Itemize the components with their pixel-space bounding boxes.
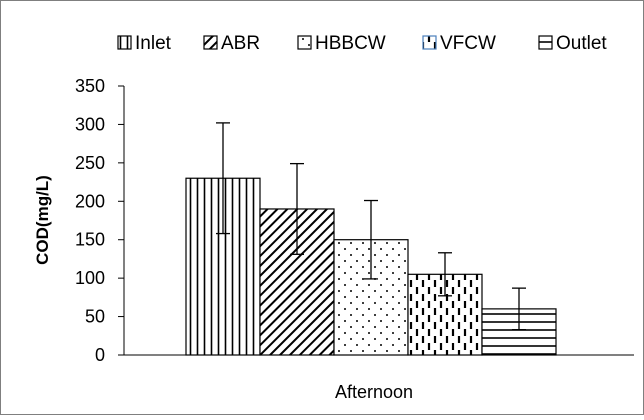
error-bar-outlet bbox=[512, 287, 526, 331]
y-tick-label: 250 bbox=[75, 153, 105, 173]
legend-label: Inlet bbox=[135, 33, 172, 54]
legend-item-outlet: Outlet bbox=[538, 33, 607, 54]
error-bar-hbbcw bbox=[364, 199, 378, 280]
legend-swatch-inlet bbox=[117, 35, 132, 50]
error-bar-vfcw bbox=[438, 252, 452, 297]
legend-label: ABR bbox=[221, 33, 260, 54]
y-tick-label: 0 bbox=[95, 345, 105, 365]
legend-item-vfcw: VFCW bbox=[422, 33, 496, 54]
y-tick-label: 350 bbox=[75, 76, 105, 96]
x-axis: Afternoon bbox=[124, 354, 634, 402]
legend-item-abr: ABR bbox=[203, 33, 260, 54]
legend-swatch-vfcw bbox=[422, 35, 437, 50]
y-axis-label: COD(mg/L) bbox=[33, 175, 52, 265]
error-bar-inlet bbox=[216, 122, 230, 235]
x-category-label: Afternoon bbox=[335, 382, 413, 402]
legend-label: VFCW bbox=[440, 33, 496, 54]
legend-label: Outlet bbox=[556, 33, 607, 54]
y-tick-label: 150 bbox=[75, 230, 105, 250]
legend-item-hbbcw: HBBCW bbox=[297, 33, 386, 54]
legend-item-inlet: Inlet bbox=[117, 33, 172, 54]
y-tick-label: 300 bbox=[75, 114, 105, 134]
legend-label: HBBCW bbox=[315, 33, 386, 54]
y-tick-label: 50 bbox=[85, 307, 105, 327]
legend-swatch-abr bbox=[203, 35, 218, 50]
bars bbox=[185, 122, 557, 356]
legend-swatch-hbbcw bbox=[297, 35, 312, 50]
legend-swatch-outlet bbox=[538, 35, 553, 50]
error-bar-abr bbox=[290, 162, 304, 255]
y-tick-label: 100 bbox=[75, 268, 105, 288]
legend: Inlet ABR HBBCW VFCW Outlet bbox=[117, 33, 607, 54]
y-axis: 0 50 100 150 200 250 300 350 bbox=[75, 76, 125, 365]
y-tick-label: 200 bbox=[75, 191, 105, 211]
